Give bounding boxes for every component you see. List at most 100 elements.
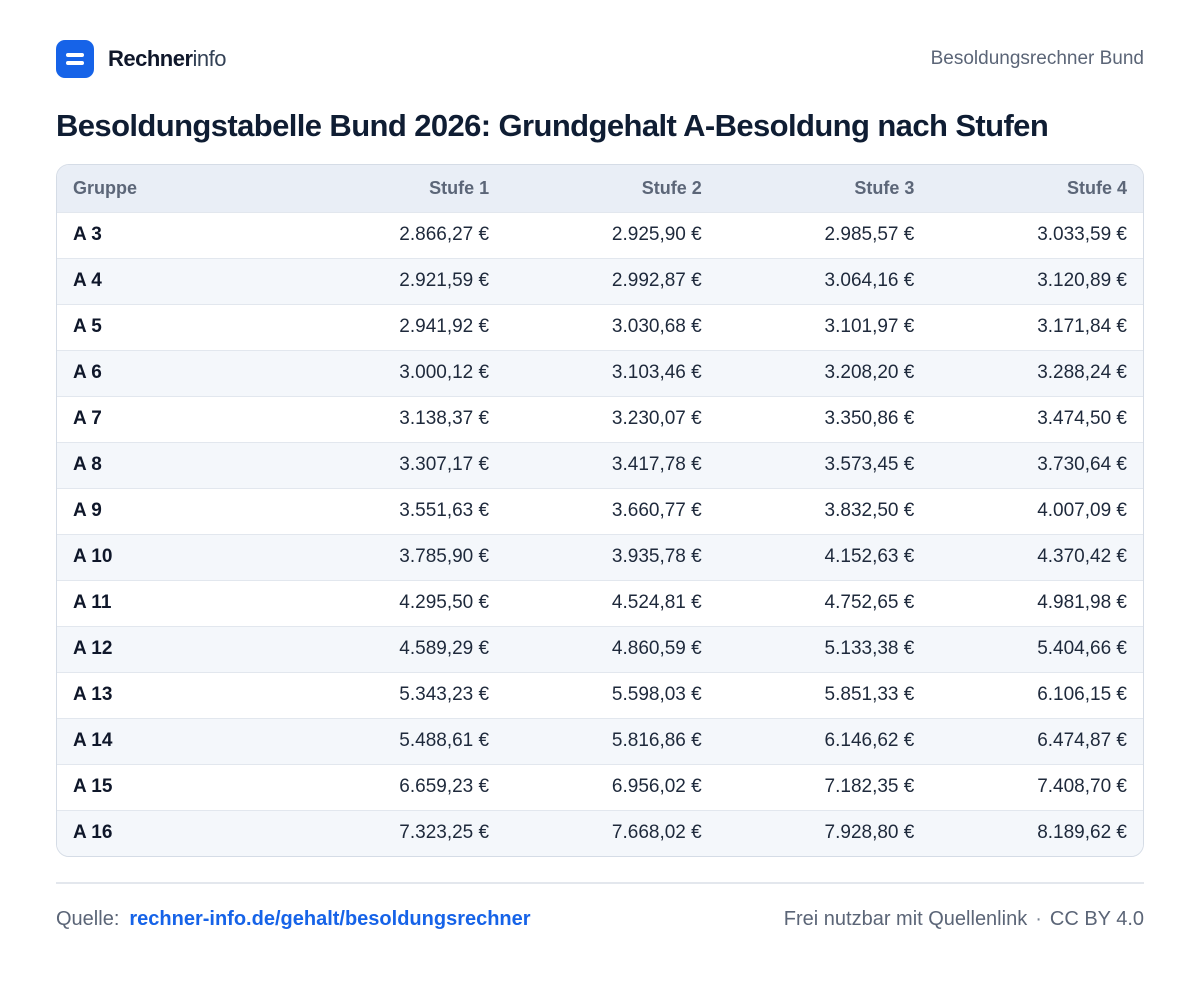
cell-gruppe: A 12 [73,638,113,659]
column-header-stufe-3: Stufe 3 [854,177,915,198]
table-body: A 3 2.866,27 € 2.925,90 € 2.985,57 € 3.033,5… [57,212,1143,856]
column-header-stufe-2: Stufe 2 [641,177,702,198]
cell-stufe-4: 8.189,62 € [1037,822,1127,844]
cell-gruppe: A 13 [73,684,113,705]
header: Rechnerinfo Besoldungsrechner Bund [56,40,1144,78]
cell-gruppe: A 4 [73,270,102,291]
brand-name: Rechnerinfo [108,46,227,71]
cell-gruppe: A 6 [73,362,102,383]
cell-gruppe: A 7 [73,408,102,429]
source-link[interactable]: rechner-info.de/gehalt/besoldungsrechner [129,908,531,930]
cell-stufe-1: 7.323,25 € [399,822,490,844]
table-row: A 6 3.000,12 € 3.103,46 € 3.208,20 € 3.288,2… [57,350,1143,396]
table-row: A 9 3.551,63 € 3.660,77 € 3.832,50 € 4.007,0… [57,488,1143,534]
cell-stufe-1: 3.785,90 € [399,546,490,567]
footer-separator: · [1035,908,1042,930]
cell-stufe-1: 2.921,59 € [399,270,490,291]
cell-stufe-2: 3.417,78 € [611,454,702,475]
table-row: A 16 7.323,25 € 7.668,02 € 7.928,80 € 8.189,… [57,810,1143,856]
cell-stufe-2: 7.668,02 € [611,822,702,844]
cell-gruppe: A 9 [73,500,102,521]
cell-stufe-1: 3.551,63 € [399,500,490,521]
cell-stufe-4: 3.474,50 € [1037,408,1127,429]
cell-stufe-4: 6.106,15 € [1037,684,1127,705]
table-row: A 5 2.941,92 € 3.030,68 € 3.101,97 € 3.171,8… [57,304,1143,350]
cell-stufe-4: 3.033,59 € [1037,224,1127,245]
cell-stufe-3: 2.985,57 € [824,224,915,245]
cell-stufe-1: 4.295,50 € [399,592,490,613]
cell-gruppe: A 3 [73,224,102,245]
header-section-label: Besoldungsrechner Bund [930,48,1144,69]
cell-stufe-1: 2.941,92 € [399,316,490,337]
cell-stufe-1: 3.138,37 € [399,408,490,429]
table-row: A 8 3.307,17 € 3.417,78 € 3.573,45 € 3.730,6… [57,442,1143,488]
cell-stufe-4: 3.120,89 € [1037,270,1127,291]
table-row: A 14 5.488,61 € 5.816,86 € 6.146,62 € 6.474,… [57,718,1143,764]
cell-gruppe: A 11 [73,592,112,613]
table-row: A 10 3.785,90 € 3.935,78 € 4.152,63 € 4.370,… [57,534,1143,580]
cell-stufe-2: 2.925,90 € [611,224,702,245]
cell-stufe-3: 5.851,33 € [824,684,915,705]
cell-stufe-2: 5.598,03 € [611,684,702,705]
cell-stufe-1: 5.488,61 € [399,730,490,751]
brand-name-bold: Rechner [108,46,193,71]
cell-stufe-3: 7.182,35 € [824,776,915,797]
cell-stufe-3: 3.101,97 € [824,316,915,337]
cell-stufe-3: 4.752,65 € [824,592,915,613]
page: Rechnerinfo Besoldungsrechner Bund Besol… [56,40,1144,931]
table-row: A 3 2.866,27 € 2.925,90 € 2.985,57 € 3.033,5… [57,212,1143,258]
cell-stufe-4: 3.730,64 € [1037,454,1127,475]
cell-stufe-2: 3.103,46 € [611,362,702,383]
cell-stufe-2: 4.524,81 € [611,592,702,613]
cell-stufe-4: 4.981,98 € [1037,592,1127,613]
cell-stufe-2: 3.935,78 € [611,546,702,567]
cell-stufe-3: 3.832,50 € [824,500,915,521]
cell-gruppe: A 14 [73,730,113,751]
cell-stufe-1: 5.343,23 € [399,684,490,705]
cell-stufe-2: 3.660,77 € [611,500,702,521]
cell-stufe-2: 5.816,86 € [611,730,702,751]
brand[interactable]: Rechnerinfo [56,40,227,78]
cell-stufe-3: 3.064,16 € [824,270,915,291]
cell-stufe-4: 5.404,66 € [1037,638,1127,659]
table-row: A 13 5.343,23 € 5.598,03 € 5.851,33 € 6.106,… [57,672,1143,718]
table-row: A 12 4.589,29 € 4.860,59 € 5.133,38 € 5.404,… [57,626,1143,672]
license-label: CC BY 4.0 [1049,908,1144,930]
cell-stufe-1: 4.589,29 € [399,638,490,659]
cell-stufe-3: 5.133,38 € [824,638,915,659]
cell-stufe-2: 3.230,07 € [611,408,702,429]
cell-gruppe: A 16 [73,822,113,844]
brand-name-light: info [192,46,227,71]
cell-stufe-4: 7.408,70 € [1037,776,1127,797]
cell-stufe-1: 3.307,17 € [399,454,490,475]
table-row: A 15 6.659,23 € 6.956,02 € 7.182,35 € 7.408,… [57,764,1143,810]
cell-stufe-3: 3.350,86 € [824,408,915,429]
cell-gruppe: A 8 [73,454,102,475]
salary-table: Gruppe Stufe 1 Stufe 2 Stufe 3 Stufe 4 A… [57,165,1143,856]
table-header: Gruppe Stufe 1 Stufe 2 Stufe 3 Stufe 4 [57,165,1143,212]
cell-stufe-4: 3.171,84 € [1037,316,1127,337]
cell-stufe-4: 4.370,42 € [1037,546,1127,567]
table-row: A 7 3.138,37 € 3.230,07 € 3.350,86 € 3.474,5… [57,396,1143,442]
cell-gruppe: A 10 [73,546,113,567]
table-row: A 4 2.921,59 € 2.992,87 € 3.064,16 € 3.120,8… [57,258,1143,304]
footer: Quelle: rechner-info.de/gehalt/besoldungs… [56,908,1144,931]
cell-stufe-1: 6.659,23 € [399,776,490,797]
column-header-stufe-1: Stufe 1 [429,177,490,198]
footer-divider [56,882,1144,884]
table-header-row: Gruppe Stufe 1 Stufe 2 Stufe 3 Stufe 4 [57,165,1143,212]
logo-bar-top [66,53,84,57]
cell-gruppe: A 5 [73,316,102,337]
usage-note: Frei nutzbar mit Quellenlink [783,908,1028,930]
cell-gruppe: A 15 [73,776,113,797]
cell-stufe-1: 3.000,12 € [399,362,490,383]
source-label: Quelle: [56,908,120,930]
cell-stufe-4: 3.288,24 € [1037,362,1127,383]
cell-stufe-4: 6.474,87 € [1037,730,1127,751]
cell-stufe-3: 3.208,20 € [824,362,915,383]
footer-license: Frei nutzbar mit Quellenlink · CC BY 4.0 [784,908,1144,931]
column-header-stufe-4: Stufe 4 [1066,177,1127,198]
cell-stufe-2: 3.030,68 € [611,316,702,337]
cell-stufe-2: 6.956,02 € [611,776,702,797]
cell-stufe-4: 4.007,09 € [1037,500,1127,521]
